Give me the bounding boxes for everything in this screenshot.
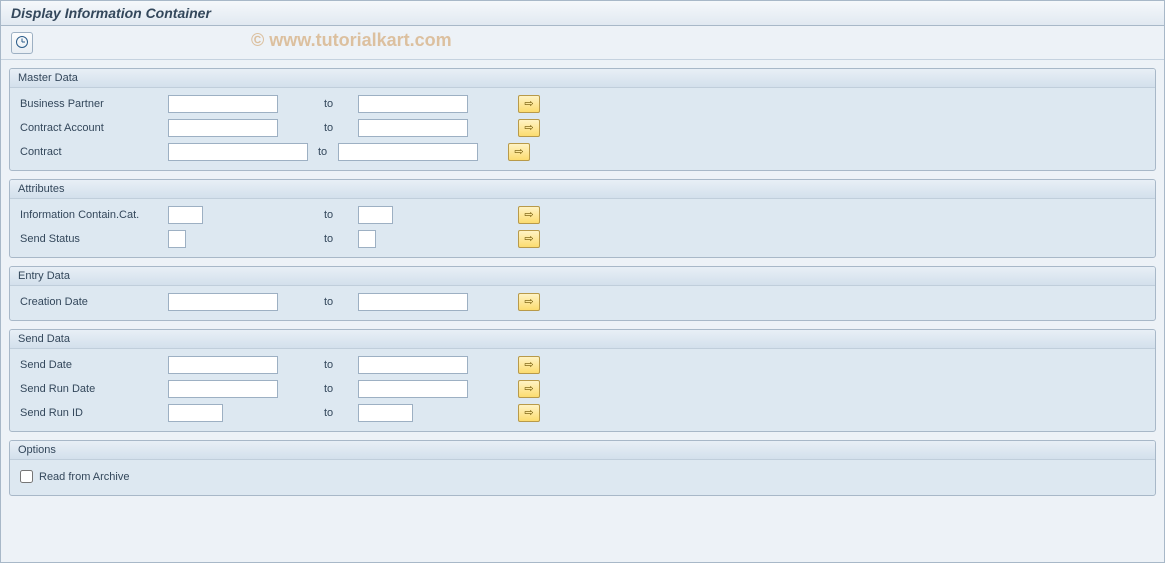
group-header-entry-data: Entry Data [10,267,1155,286]
title-bar: Display Information Container [1,1,1164,26]
creation-date-multiselect-button[interactable]: ⇨ [518,293,540,311]
label-read-from-archive: Read from Archive [39,471,129,483]
send-run-id-to-input[interactable] [358,404,413,422]
info-contain-cat-to-input[interactable] [358,206,393,224]
row-creation-date: Creation Date to ⇨ [18,290,1147,314]
label-send-status: Send Status [18,233,168,245]
to-label: to [318,146,338,158]
row-send-date: Send Date to ⇨ [18,353,1147,377]
group-entry-data: Entry Data Creation Date to ⇨ [9,266,1156,321]
arrow-right-icon: ⇨ [524,234,533,245]
to-label: to [318,383,358,395]
to-label: to [318,359,358,371]
send-status-multiselect-button[interactable]: ⇨ [518,230,540,248]
send-run-id-from-input[interactable] [168,404,223,422]
page-title: Display Information Container [11,5,211,21]
arrow-right-icon: ⇨ [524,210,533,221]
send-run-date-from-input[interactable] [168,380,278,398]
read-from-archive-checkbox[interactable] [20,470,33,483]
business-partner-from-input[interactable] [168,95,278,113]
to-label: to [318,233,358,245]
row-read-from-archive: Read from Archive [18,464,1147,489]
to-label: to [318,296,358,308]
label-send-run-date: Send Run Date [18,383,168,395]
to-label: to [318,407,358,419]
arrow-right-icon: ⇨ [524,99,533,110]
label-info-contain-cat: Information Contain.Cat. [18,209,168,221]
to-label: to [318,98,358,110]
execute-icon [15,35,29,52]
label-contract-account: Contract Account [18,122,168,134]
contract-multiselect-button[interactable]: ⇨ [508,143,530,161]
send-date-from-input[interactable] [168,356,278,374]
info-contain-cat-from-input[interactable] [168,206,203,224]
group-header-attributes: Attributes [10,180,1155,199]
send-date-to-input[interactable] [358,356,468,374]
arrow-right-icon: ⇨ [514,147,523,158]
row-business-partner: Business Partner to ⇨ [18,92,1147,116]
group-header-options: Options [10,441,1155,460]
business-partner-to-input[interactable] [358,95,468,113]
content-area: Master Data Business Partner to ⇨ Contra… [1,60,1164,512]
group-header-master-data: Master Data [10,69,1155,88]
group-options: Options Read from Archive [9,440,1156,496]
label-business-partner: Business Partner [18,98,168,110]
to-label: to [318,122,358,134]
row-send-run-date: Send Run Date to ⇨ [18,377,1147,401]
label-creation-date: Creation Date [18,296,168,308]
row-contract: Contract to ⇨ [18,140,1147,164]
arrow-right-icon: ⇨ [524,360,533,371]
creation-date-from-input[interactable] [168,293,278,311]
send-status-to-input[interactable] [358,230,376,248]
row-info-contain-cat: Information Contain.Cat. to ⇨ [18,203,1147,227]
info-contain-cat-multiselect-button[interactable]: ⇨ [518,206,540,224]
group-send-data: Send Data Send Date to ⇨ Send Run Date t… [9,329,1156,432]
execute-button[interactable] [11,32,33,54]
arrow-right-icon: ⇨ [524,297,533,308]
business-partner-multiselect-button[interactable]: ⇨ [518,95,540,113]
arrow-right-icon: ⇨ [524,384,533,395]
contract-account-multiselect-button[interactable]: ⇨ [518,119,540,137]
contract-from-input[interactable] [168,143,308,161]
group-master-data: Master Data Business Partner to ⇨ Contra… [9,68,1156,171]
group-attributes: Attributes Information Contain.Cat. to ⇨… [9,179,1156,258]
send-run-date-multiselect-button[interactable]: ⇨ [518,380,540,398]
send-status-from-input[interactable] [168,230,186,248]
arrow-right-icon: ⇨ [524,408,533,419]
toolbar: © www.tutorialkart.com [1,26,1164,60]
contract-account-from-input[interactable] [168,119,278,137]
send-run-id-multiselect-button[interactable]: ⇨ [518,404,540,422]
label-send-date: Send Date [18,359,168,371]
arrow-right-icon: ⇨ [524,123,533,134]
label-contract: Contract [18,146,168,158]
send-date-multiselect-button[interactable]: ⇨ [518,356,540,374]
row-send-run-id: Send Run ID to ⇨ [18,401,1147,425]
contract-to-input[interactable] [338,143,478,161]
label-send-run-id: Send Run ID [18,407,168,419]
row-contract-account: Contract Account to ⇨ [18,116,1147,140]
contract-account-to-input[interactable] [358,119,468,137]
creation-date-to-input[interactable] [358,293,468,311]
to-label: to [318,209,358,221]
send-run-date-to-input[interactable] [358,380,468,398]
group-header-send-data: Send Data [10,330,1155,349]
watermark: © www.tutorialkart.com [251,30,452,51]
main-window: Display Information Container © www.tuto… [0,0,1165,563]
row-send-status: Send Status to ⇨ [18,227,1147,251]
